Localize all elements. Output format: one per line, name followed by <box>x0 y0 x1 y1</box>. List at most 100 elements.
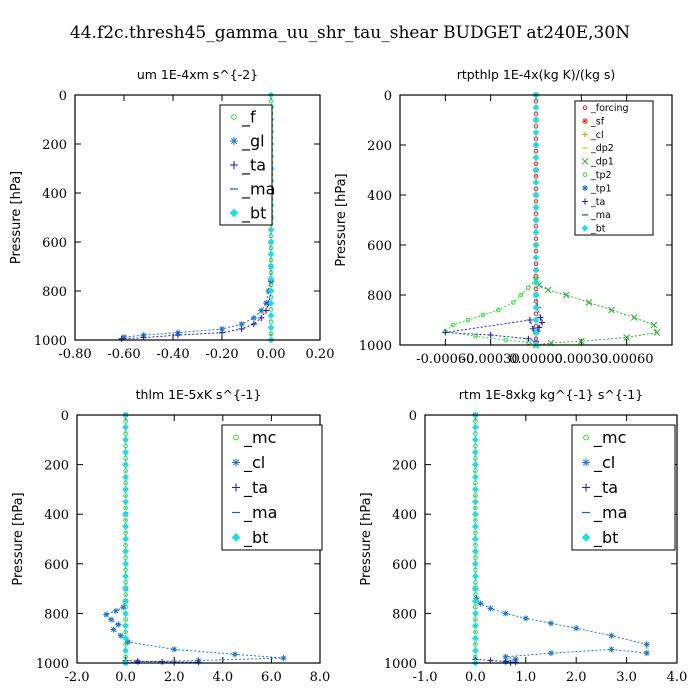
data-point-mc <box>473 629 478 635</box>
data-point-bt <box>532 104 540 111</box>
data-point-ta <box>258 314 265 321</box>
data-point-cl <box>280 655 287 662</box>
data-point-ta <box>526 317 533 323</box>
x-tick-label: -0.20 <box>205 347 238 362</box>
legend-marker-gl <box>230 137 238 145</box>
data-point-bt <box>532 129 540 136</box>
data-point-bt <box>122 647 130 655</box>
data-point-forcing <box>533 173 539 179</box>
data-point-ta <box>525 335 532 342</box>
legend-label: _ta <box>590 197 605 208</box>
data-point-forcing <box>533 248 539 254</box>
data-point-bt <box>471 535 479 543</box>
data-point-bt <box>532 154 540 161</box>
data-point-bt <box>532 116 540 124</box>
data-point-bt <box>532 304 540 311</box>
legend-label: _tp2 <box>590 170 612 181</box>
y-tick-label: 400 <box>392 508 417 523</box>
x-tick-label: 0.0 <box>465 670 486 685</box>
legend-label: _ma <box>241 180 275 200</box>
legend-marker-f <box>231 114 237 120</box>
data-point-forcing <box>533 286 539 292</box>
data-point-bt <box>122 461 130 469</box>
data-point-mc <box>123 629 128 635</box>
legend-label: _sf <box>590 116 605 127</box>
data-point-bt <box>532 191 540 199</box>
data-point-cl <box>117 632 124 639</box>
legend-label: _cl <box>243 453 265 473</box>
data-point-forcing <box>533 186 539 192</box>
data-point-tp2 <box>503 337 509 343</box>
panel-title: thlm 1E-5xK s^{-1} <box>136 387 262 402</box>
data-point-ta <box>118 335 125 342</box>
data-point-bt <box>532 179 540 186</box>
y-tick-label: 200 <box>42 138 67 153</box>
data-point-bt <box>267 324 275 332</box>
data-point-ta <box>529 325 536 332</box>
data-point-dp1 <box>577 337 585 345</box>
data-point-tp2 <box>518 292 524 298</box>
legend-marker-cl <box>582 458 590 467</box>
data-point-tp2 <box>511 300 516 305</box>
legend-label: _ma <box>590 210 611 221</box>
y-tick-label: 800 <box>392 607 417 622</box>
data-point-bt <box>267 226 275 234</box>
data-point-bt <box>532 266 540 274</box>
x-tick-label: -0.00030 <box>462 352 520 367</box>
data-point-bt <box>471 423 479 431</box>
data-point-mc <box>473 518 478 523</box>
y-tick-label: 1000 <box>36 657 69 672</box>
data-point-bt <box>471 498 479 506</box>
data-point-tp2 <box>465 317 471 323</box>
data-point-dp1 <box>650 321 658 329</box>
data-point-bt <box>122 609 130 617</box>
data-point-ta <box>487 332 494 338</box>
data-point-gl <box>219 325 225 332</box>
data-point-ta <box>219 329 225 336</box>
y-tick-label: 600 <box>392 558 417 573</box>
data-point-dp1 <box>630 314 638 321</box>
data-point-bt <box>122 423 130 431</box>
data-point-bt <box>532 204 540 211</box>
data-point-bt <box>267 250 275 258</box>
data-point-dp1 <box>544 286 552 294</box>
legend-marker-tp2 <box>582 172 588 177</box>
legend-box <box>219 104 273 226</box>
panel-title: rtpthlp 1E-4x(kg K)/(kg s) <box>457 67 616 82</box>
data-point-ta <box>159 658 166 665</box>
legend: _mc _cl _ta _ma _bt <box>571 424 676 551</box>
y-tick-label: 600 <box>42 236 67 251</box>
series-line-tp2 <box>444 279 537 346</box>
data-point-bt <box>532 316 540 324</box>
y-tick-label: 1000 <box>384 657 417 672</box>
x-tick-label: 2.0 <box>164 670 185 685</box>
y-axis-label: Pressure [hPa] <box>359 492 374 585</box>
data-point-dp1 <box>608 306 615 314</box>
data-point-cl <box>473 595 480 602</box>
legend-marker-cl <box>232 458 240 467</box>
y-tick-label: 800 <box>367 289 392 304</box>
data-point-ta <box>174 332 181 339</box>
data-point-cl <box>477 600 484 607</box>
y-tick-label: 0 <box>409 409 417 424</box>
legend-marker-cl <box>582 131 588 138</box>
y-tick-label: 0 <box>61 409 69 424</box>
data-point-bt <box>471 473 479 481</box>
x-tick-label: 0.00 <box>257 347 286 362</box>
data-point-bt <box>471 485 479 493</box>
data-point-bt <box>532 241 540 249</box>
data-point-bt <box>471 609 479 617</box>
x-tick-label: -0.00060 <box>416 352 474 367</box>
data-point-bt <box>532 229 540 236</box>
data-point-bt <box>471 448 479 456</box>
x-tick-label: 2.0 <box>566 670 587 685</box>
data-point-bt <box>122 572 130 580</box>
data-point-bt <box>267 238 275 246</box>
data-point-cl <box>643 641 650 648</box>
panel-title: um 1E-4xm s^{-2} <box>137 67 258 82</box>
data-point-bt <box>471 510 479 518</box>
legend-label: _tp1 <box>590 183 612 194</box>
x-tick-label: 0.00060 <box>600 352 654 367</box>
data-point-bt <box>471 585 479 593</box>
chart-panel-1: um 1E-4xm s^{-2} Pressure [hPa] -0.80 -0.60… <box>9 67 334 362</box>
